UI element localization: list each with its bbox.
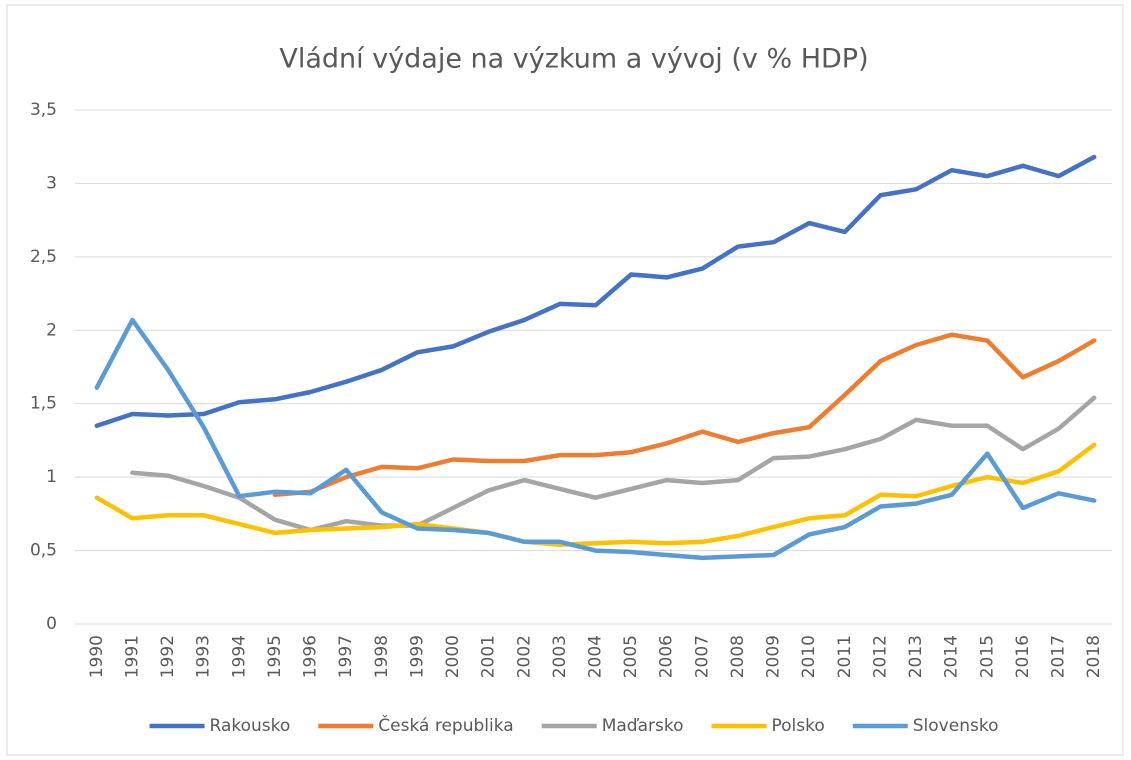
y-tick-label: 0 bbox=[46, 614, 57, 634]
x-tick-label: 2004 bbox=[586, 635, 606, 678]
y-tick-label: 1,5 bbox=[30, 394, 57, 414]
x-tick-label: 2009 bbox=[764, 635, 784, 678]
x-tick-label: 1999 bbox=[407, 635, 427, 678]
x-tick-label: 1992 bbox=[158, 635, 178, 678]
y-tick-label: 0,5 bbox=[30, 541, 57, 561]
series-line bbox=[94, 317, 1097, 561]
y-tick-label: 1 bbox=[46, 467, 57, 487]
x-tick-label: 2014 bbox=[942, 635, 962, 678]
x-tick-label: 2011 bbox=[835, 635, 855, 678]
x-tick-label: 1993 bbox=[194, 635, 214, 678]
x-tick-label: 2013 bbox=[906, 635, 926, 678]
x-tick-label: 1990 bbox=[87, 635, 107, 678]
legend-label: Rakousko bbox=[210, 716, 291, 736]
series-line bbox=[130, 395, 1097, 533]
x-tick-label: 2006 bbox=[657, 635, 677, 678]
x-tick-label: 1997 bbox=[336, 635, 356, 678]
x-tick-label: 2017 bbox=[1049, 635, 1069, 678]
chart-frame bbox=[6, 4, 1124, 756]
x-tick-label: 1998 bbox=[372, 635, 392, 678]
y-tick-label: 2,5 bbox=[30, 247, 57, 267]
x-tick-label: 2005 bbox=[621, 635, 641, 678]
x-tick-label: 1991 bbox=[122, 635, 142, 678]
x-tick-label: 2007 bbox=[692, 635, 712, 678]
x-tick-label: 1994 bbox=[229, 635, 249, 678]
series-line bbox=[94, 442, 1097, 547]
legend-label: Polsko bbox=[771, 716, 824, 736]
x-tick-label: 2010 bbox=[799, 635, 819, 678]
y-tick-label: 3,5 bbox=[30, 100, 57, 120]
x-tick-label: 2002 bbox=[514, 635, 534, 678]
x-tick-label: 1996 bbox=[301, 635, 321, 678]
x-tick-label: 2008 bbox=[728, 635, 748, 678]
legend-label: Česká republika bbox=[378, 714, 513, 736]
series-line bbox=[94, 154, 1097, 428]
series-line bbox=[272, 332, 1097, 498]
legend-label: Slovensko bbox=[913, 716, 999, 736]
y-tick-label: 2 bbox=[46, 320, 57, 340]
y-tick-label: 3 bbox=[46, 173, 57, 193]
x-tick-label: 2001 bbox=[479, 635, 499, 678]
x-tick-label: 2003 bbox=[550, 635, 570, 678]
x-tick-label: 2012 bbox=[870, 635, 890, 678]
x-tick-label: 2016 bbox=[1013, 635, 1033, 678]
legend-label: Maďarsko bbox=[602, 716, 684, 736]
x-tick-label: 2015 bbox=[977, 635, 997, 678]
chart-title: Vládní výdaje na výzkum a vývoj (v % HDP… bbox=[279, 44, 868, 75]
x-tick-label: 1995 bbox=[265, 635, 285, 678]
x-tick-label: 2018 bbox=[1084, 635, 1104, 678]
x-tick-label: 2000 bbox=[443, 635, 463, 678]
